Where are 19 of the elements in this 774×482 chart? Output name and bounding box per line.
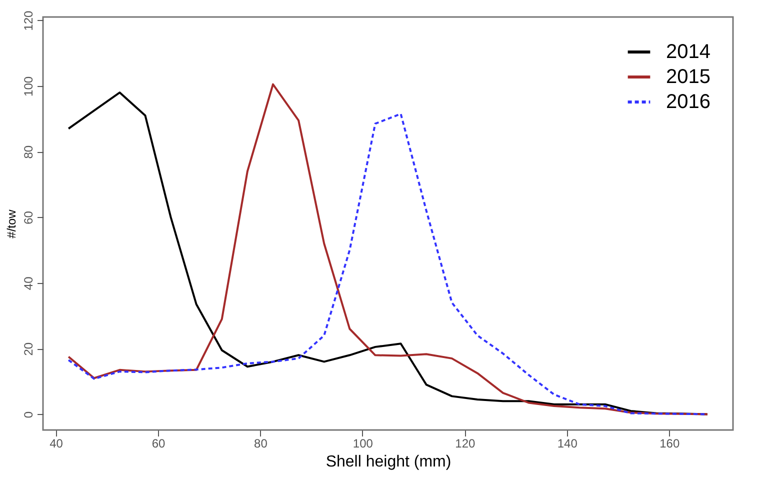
- y-tick-label: 20: [22, 342, 36, 356]
- legend-label: 2016: [666, 91, 710, 113]
- y-tick-label: 120: [22, 10, 36, 31]
- y-tick-label: 60: [22, 210, 36, 224]
- x-tick-label: 60: [152, 436, 166, 450]
- x-tick-label: 40: [50, 436, 64, 450]
- y-tick-label: 40: [22, 276, 36, 290]
- x-tick-label: 120: [455, 436, 476, 450]
- x-tick-label: 140: [557, 436, 578, 450]
- y-tick-label: 100: [22, 76, 36, 96]
- y-tick-label: 0: [22, 411, 36, 418]
- x-axis-title: Shell height (mm): [326, 454, 452, 470]
- x-tick-label: 80: [254, 436, 268, 450]
- y-axis-title: #/tow: [4, 209, 18, 238]
- legend-label: 2015: [666, 66, 710, 88]
- x-tick-label: 160: [660, 436, 680, 450]
- legend-label: 2014: [666, 41, 710, 63]
- y-tick-label: 80: [22, 145, 36, 159]
- x-tick-label: 100: [352, 436, 374, 450]
